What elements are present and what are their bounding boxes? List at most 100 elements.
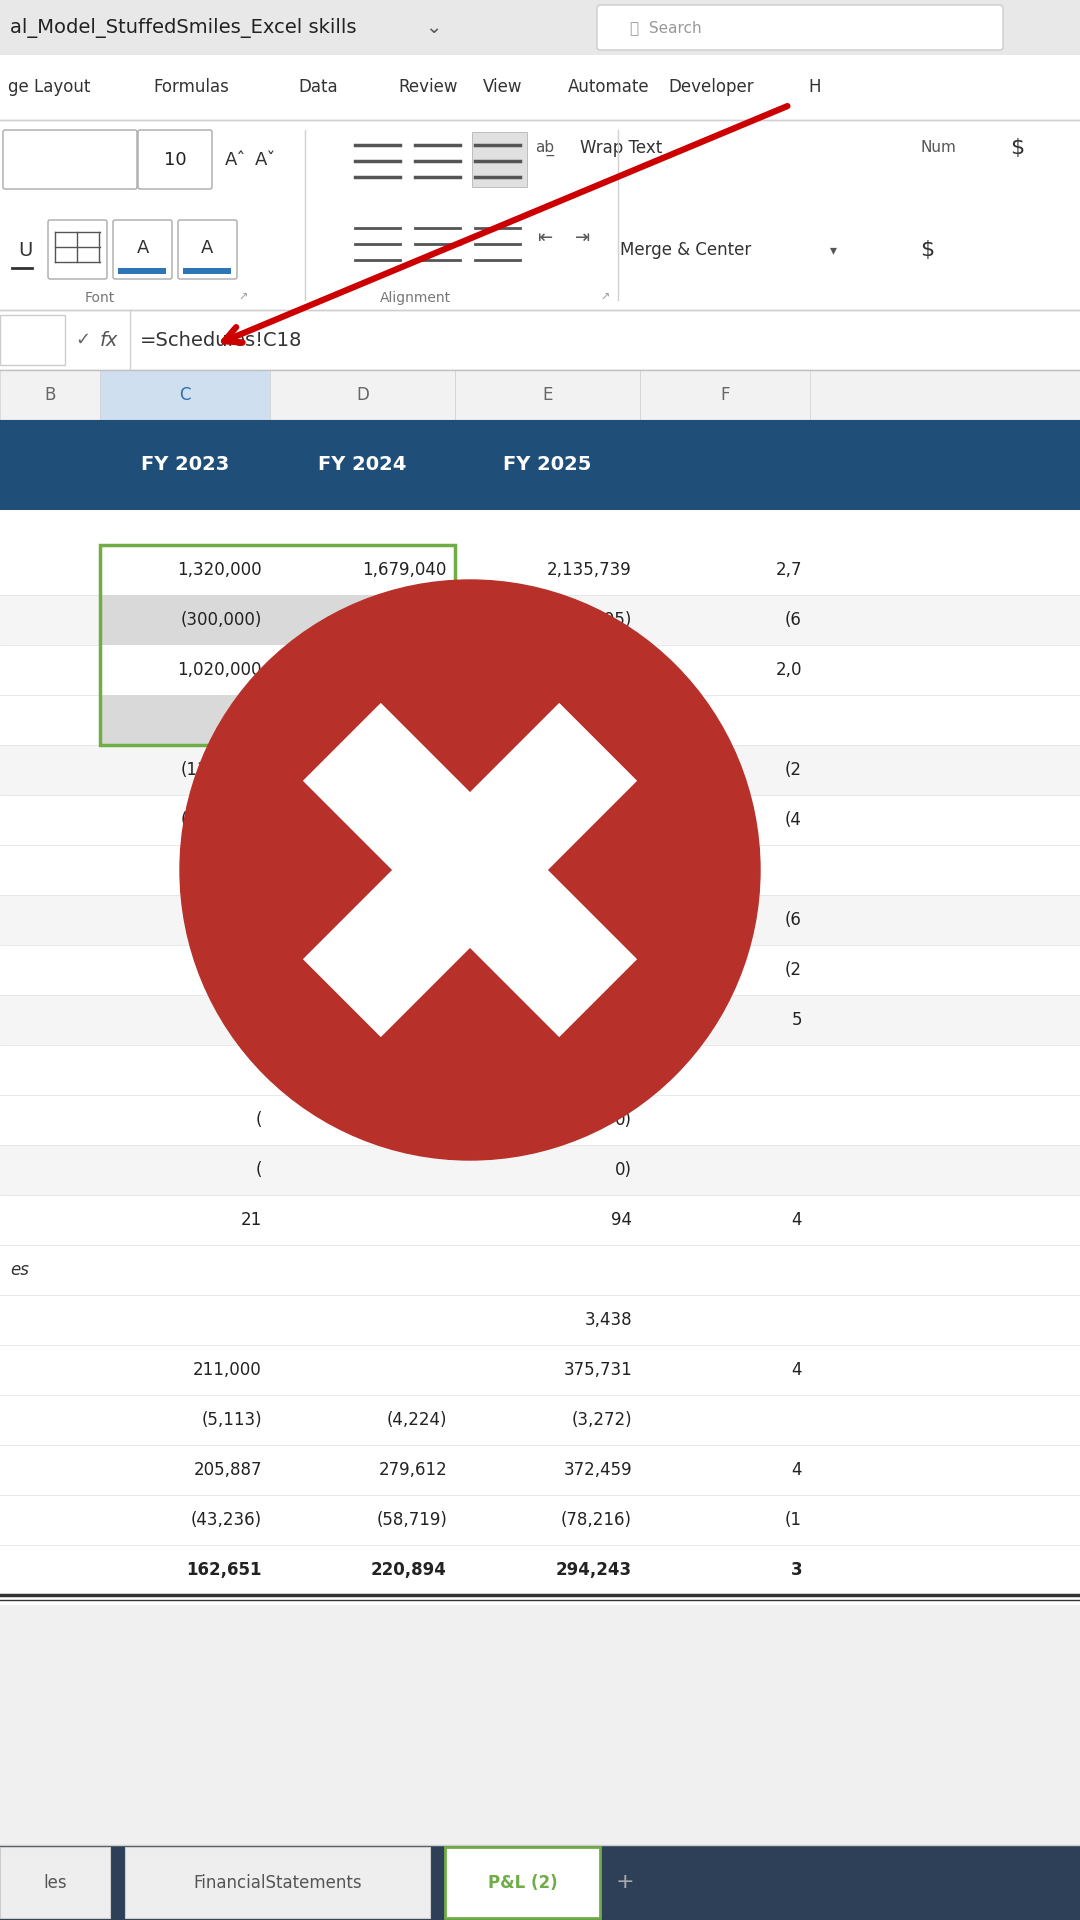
Bar — [0, 745, 1080, 795]
Bar — [270, 595, 455, 645]
Text: E: E — [542, 386, 553, 403]
Bar — [0, 945, 1080, 995]
Text: Wrap Text: Wrap Text — [580, 138, 662, 157]
Text: 205,887: 205,887 — [193, 1461, 262, 1478]
Bar — [0, 645, 1080, 695]
Text: 294,243: 294,243 — [556, 1561, 632, 1578]
Bar — [302, 703, 637, 1037]
Text: 94: 94 — [611, 1212, 632, 1229]
Bar — [270, 645, 455, 695]
Bar — [0, 1605, 1080, 1845]
Bar — [0, 315, 65, 365]
Text: ,935): ,935) — [589, 910, 632, 929]
Bar — [0, 511, 1080, 545]
Text: (78,216): (78,216) — [561, 1511, 632, 1528]
Bar — [270, 371, 455, 420]
Text: F: F — [720, 386, 730, 403]
Text: FY 2023: FY 2023 — [140, 455, 229, 474]
Text: Aˆ: Aˆ — [225, 152, 246, 169]
Bar — [0, 420, 1080, 511]
Bar — [640, 371, 810, 420]
Text: (58,719): (58,719) — [376, 1511, 447, 1528]
Bar — [100, 371, 270, 420]
Bar — [0, 0, 1080, 56]
Text: (300,000): (300,000) — [180, 611, 262, 630]
Bar — [100, 595, 270, 645]
Text: A: A — [201, 238, 213, 257]
Text: 0): 0) — [615, 1112, 632, 1129]
Text: $: $ — [920, 240, 934, 259]
Text: A: A — [137, 238, 149, 257]
Text: 4: 4 — [792, 1461, 802, 1478]
Text: 2,135,739: 2,135,739 — [548, 561, 632, 580]
Bar — [118, 269, 166, 275]
Bar — [0, 845, 1080, 895]
Text: ⇤: ⇤ — [538, 228, 553, 248]
Text: (2: (2 — [785, 760, 802, 780]
Text: H: H — [808, 79, 821, 96]
Bar — [0, 995, 1080, 1044]
Text: (6: (6 — [785, 611, 802, 630]
Text: FY 2024: FY 2024 — [319, 455, 407, 474]
Text: 2: 2 — [252, 1012, 262, 1029]
Text: (381,600): (381,600) — [365, 611, 447, 630]
Text: ge Layout: ge Layout — [8, 79, 91, 96]
Text: (4: (4 — [785, 810, 802, 829]
Text: (9: (9 — [245, 962, 262, 979]
Text: Num: Num — [920, 140, 956, 156]
Circle shape — [180, 580, 760, 1160]
FancyBboxPatch shape — [3, 131, 137, 188]
Text: Formulas: Formulas — [153, 79, 229, 96]
Bar — [0, 1496, 1080, 1546]
Text: les: les — [43, 1874, 67, 1891]
Text: 0): 0) — [615, 1162, 632, 1179]
Bar — [0, 1847, 110, 1918]
Bar — [0, 895, 1080, 945]
Text: 4: 4 — [792, 1212, 802, 1229]
Bar — [0, 795, 1080, 845]
Bar — [0, 1346, 1080, 1396]
Text: 🔍  Search: 🔍 Search — [630, 19, 702, 35]
Bar — [0, 595, 1080, 645]
Text: ↗: ↗ — [238, 294, 247, 303]
Text: fx: fx — [100, 330, 119, 349]
Bar — [0, 1144, 1080, 1194]
Bar — [100, 695, 270, 745]
Bar — [472, 132, 527, 186]
Bar — [100, 545, 270, 595]
Text: 5: 5 — [792, 1012, 802, 1029]
Bar — [0, 695, 1080, 745]
Text: $: $ — [1010, 138, 1024, 157]
Text: =Schedules!C18: =Schedules!C18 — [140, 330, 302, 349]
Text: (132,000): (132,000) — [180, 760, 262, 780]
Text: Data: Data — [298, 79, 338, 96]
FancyBboxPatch shape — [178, 221, 237, 278]
Bar — [0, 545, 1080, 1605]
Text: (6: (6 — [785, 910, 802, 929]
Text: (43,236): (43,236) — [191, 1511, 262, 1528]
FancyBboxPatch shape — [138, 131, 212, 188]
Text: ▾: ▾ — [831, 244, 837, 257]
Text: D: D — [356, 386, 369, 403]
Text: 21: 21 — [241, 1212, 262, 1229]
Text: ✓: ✓ — [75, 330, 90, 349]
Text: ↗: ↗ — [600, 294, 609, 303]
Bar — [0, 1446, 1080, 1496]
Text: ⇥: ⇥ — [575, 228, 590, 248]
Bar — [125, 1847, 430, 1918]
Text: Alignment: Alignment — [379, 292, 450, 305]
Text: (167,904): (167,904) — [366, 760, 447, 780]
Text: 1,297,440: 1,297,440 — [363, 660, 447, 680]
Bar — [0, 545, 1080, 595]
Text: 220,894: 220,894 — [372, 1561, 447, 1578]
Text: 372,459: 372,459 — [564, 1461, 632, 1478]
Bar — [0, 1244, 1080, 1294]
Text: C: C — [179, 386, 191, 403]
Text: (: ( — [256, 1162, 262, 1179]
Bar — [0, 1396, 1080, 1446]
Text: (330: (330 — [224, 910, 262, 929]
Bar — [0, 1194, 1080, 1244]
Bar — [0, 309, 1080, 371]
FancyBboxPatch shape — [48, 221, 107, 278]
Text: 375,731: 375,731 — [564, 1361, 632, 1379]
